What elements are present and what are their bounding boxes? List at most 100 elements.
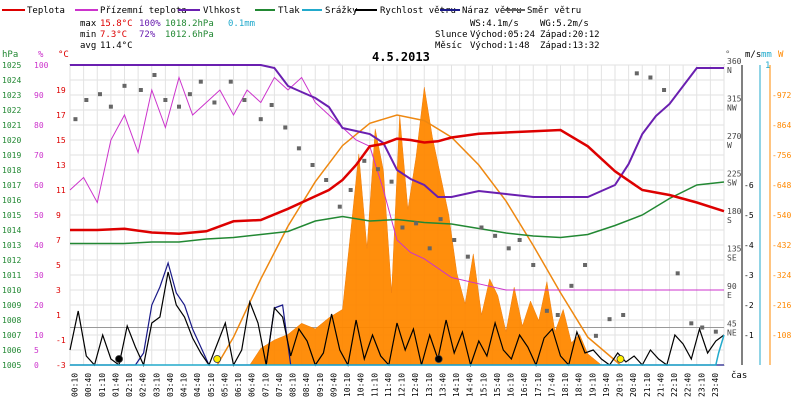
unit-pct: % xyxy=(38,50,44,60)
wind-direction-point xyxy=(414,221,419,226)
moonset-marker xyxy=(434,355,443,363)
wind-direction-point xyxy=(228,79,233,84)
wind-direction-point xyxy=(73,117,78,122)
temperature-tick-label: 3 xyxy=(56,286,61,295)
time-tick-label: 11:10 xyxy=(370,373,379,397)
pressure-tick-label: 1006 xyxy=(2,346,21,355)
stats-avg-label: avg xyxy=(80,41,96,51)
wind-direction-point xyxy=(375,167,380,172)
wind-direction-point xyxy=(493,233,498,238)
temperature-tick-label: 1 xyxy=(56,311,61,320)
legend-label: Tlak xyxy=(278,6,300,16)
wind-direction-point xyxy=(108,104,113,109)
series-layer xyxy=(69,64,725,368)
pressure-tick-label: 1013 xyxy=(2,241,21,250)
wind-direction-point xyxy=(531,263,536,267)
unit-ms: m/s xyxy=(745,50,761,60)
time-tick-label: 17:10 xyxy=(534,373,543,397)
wind-direction-point xyxy=(544,308,549,313)
time-axis: 00:10 00:40 01:10 01:40 02:10 02:40 03:10 03:40… xyxy=(71,373,720,397)
series-humidity xyxy=(70,64,724,198)
chart-title: 4.5.2013 xyxy=(372,50,430,64)
time-tick-label: 03:40 xyxy=(166,373,175,397)
humidity-tick-label: 90 xyxy=(34,91,44,100)
legend-item-prizemni-teplota: Přízemní teplota xyxy=(75,6,187,16)
solar-tick-label: -108 xyxy=(772,331,791,340)
stats-max-hum: 100% xyxy=(139,19,161,29)
direction-tick-label: 315 xyxy=(727,95,742,104)
stats-avg-temp: 11.4°C xyxy=(100,41,133,51)
time-tick-label: 08:40 xyxy=(302,373,311,397)
wind-direction-point xyxy=(310,163,315,167)
temperature-tick-label: -3 xyxy=(56,361,66,370)
pressure-tick-label: 1018 xyxy=(2,166,21,175)
humidity-tick-label: 50 xyxy=(34,211,44,220)
direction-tick-label: 90 xyxy=(727,282,737,291)
wind-direction-point xyxy=(479,225,484,230)
legend-label: Srážky xyxy=(325,6,358,16)
moon-rise: Východ:1:48 xyxy=(470,41,530,51)
time-tick-label: 20:40 xyxy=(629,373,638,397)
time-tick-label: 10:40 xyxy=(357,373,366,397)
humidity-tick-label: 80 xyxy=(34,121,44,130)
wind-direction-point xyxy=(324,178,329,182)
legend-label: Náraz větru xyxy=(462,6,522,16)
unit-deg: ° xyxy=(725,50,730,60)
time-tick-label: 22:40 xyxy=(684,373,693,397)
humidity-tick-label: 40 xyxy=(34,241,44,250)
wind-direction-point xyxy=(607,317,612,322)
stats-max-label: max xyxy=(80,19,97,29)
pressure-tick-label: 1005 xyxy=(2,361,21,370)
direction-tick-name: W xyxy=(727,141,732,150)
unit-w: W xyxy=(778,50,784,60)
rain-axis-top-tick: 1 xyxy=(765,61,770,71)
legend-item-naraz-vetru: Náraz větru xyxy=(440,6,522,16)
markers-layer xyxy=(115,355,625,363)
moonrise-marker xyxy=(115,355,123,363)
wind-direction-point xyxy=(555,313,560,317)
wind-direction-point xyxy=(198,79,203,84)
left-axes: 1025102410231022102110201019101810171016… xyxy=(2,61,66,370)
pressure-tick-label: 1010 xyxy=(2,286,21,295)
temperature-tick-label: -1 xyxy=(56,336,66,345)
humidity-tick-label: 5 xyxy=(34,346,39,355)
humidity-tick-label: 100 xyxy=(34,61,49,70)
wind-direction-point xyxy=(506,246,511,251)
pressure-tick-label: 1009 xyxy=(2,301,21,310)
time-tick-label: 14:10 xyxy=(452,373,461,397)
time-tick-label: 05:10 xyxy=(207,373,216,397)
wind-wg: WG:5.2m/s xyxy=(540,19,589,29)
wind-direction-point xyxy=(163,98,168,102)
humidity-tick-label: 70 xyxy=(34,151,44,160)
stats-block: max 15.8°C 100% 1018.2hPa 0.1mm min 7.3°… xyxy=(80,19,255,51)
time-tick-label: 12:10 xyxy=(398,373,407,397)
pressure-tick-label: 1011 xyxy=(2,271,21,280)
wind-direction-point xyxy=(348,188,353,192)
legend-label: Rychlost větru xyxy=(380,6,456,16)
humidity-tick-label: 60 xyxy=(34,181,44,190)
time-tick-label: 16:10 xyxy=(507,373,516,397)
wind-direction-point xyxy=(138,88,143,92)
direction-tick-label: 360 xyxy=(727,57,742,66)
wind-direction-point xyxy=(212,100,217,105)
wind-ws: WS:4.1m/s xyxy=(470,19,519,29)
pressure-tick-label: 1022 xyxy=(2,106,21,115)
pressure-tick-label: 1023 xyxy=(2,91,21,100)
direction-tick-name: S xyxy=(727,216,732,225)
legend-label: Teplota xyxy=(27,6,65,16)
pressure-tick-label: 1012 xyxy=(2,256,21,265)
pressure-tick-label: 1014 xyxy=(2,226,21,235)
temperature-tick-label: 15 xyxy=(56,136,66,145)
wind-direction-point xyxy=(621,313,626,317)
time-tick-label: 13:40 xyxy=(438,373,447,397)
pressure-tick-label: 1015 xyxy=(2,211,21,220)
solar-tick-label: -864 xyxy=(772,121,791,130)
axis-units: hPa % °C ° m/s mm W 1 čas xyxy=(2,50,784,381)
time-tick-label: 01:10 xyxy=(98,373,107,397)
direction-tick-name: NW xyxy=(727,104,737,113)
pressure-tick-label: 1016 xyxy=(2,196,21,205)
direction-tick-label: 270 xyxy=(727,132,742,141)
